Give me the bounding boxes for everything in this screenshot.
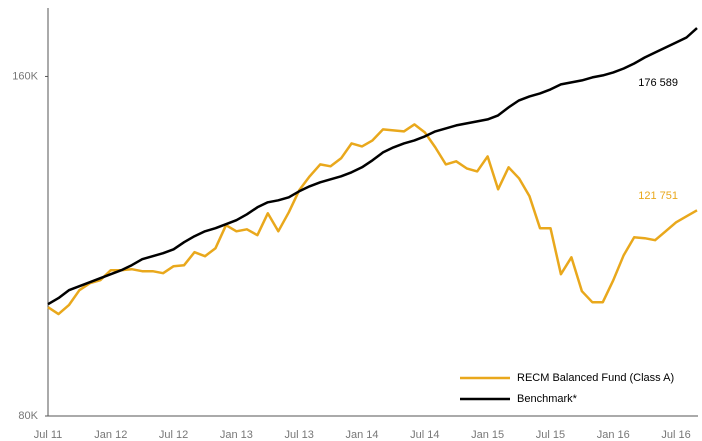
x-tick-label: Jan 14	[346, 429, 379, 441]
end-label: 176 589	[638, 77, 678, 89]
legend-label: RECM Balanced Fund (Class A)	[517, 372, 674, 384]
series-line	[47, 123, 698, 316]
y-tick-label: 160K	[12, 70, 38, 82]
y-tick-label: 80K	[18, 410, 38, 422]
x-tick-label: Jul 13	[285, 429, 314, 441]
x-tick-label: Jan 16	[597, 429, 630, 441]
x-tick-label: Jul 15	[536, 429, 565, 441]
legend-label: Benchmark*	[517, 393, 578, 405]
x-tick-label: Jul 16	[661, 429, 690, 441]
x-tick-label: Jan 13	[220, 429, 253, 441]
x-tick-label: Jan 15	[471, 429, 504, 441]
x-tick-label: Jan 12	[94, 429, 127, 441]
x-tick-label: Jul 11	[34, 429, 63, 441]
x-tick-label: Jul 14	[410, 429, 439, 441]
x-tick-label: Jul 12	[159, 429, 188, 441]
end-label: 121 751	[638, 190, 678, 202]
series-line	[47, 27, 698, 306]
